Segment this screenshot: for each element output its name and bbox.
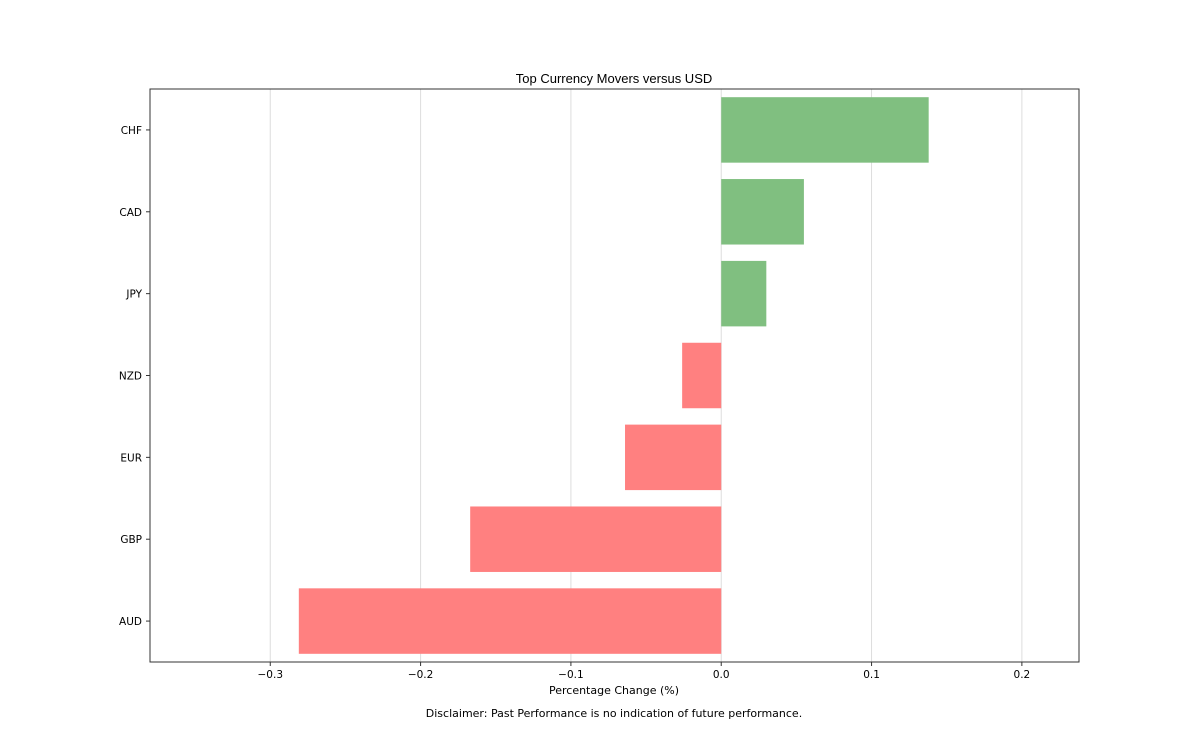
x-tick-label: −0.1	[558, 669, 584, 681]
bars	[298, 97, 929, 654]
x-tick-label: −0.3	[258, 669, 284, 681]
y-tick-label: CHF	[121, 125, 142, 137]
bar-chf	[721, 97, 929, 163]
chart-title: Top Currency Movers versus USD	[516, 71, 713, 86]
bar-nzd	[682, 342, 722, 409]
y-tick-label: CAD	[119, 207, 142, 219]
y-tick-label: NZD	[119, 371, 142, 383]
disclaimer-text: Disclaimer: Past Performance is no indic…	[426, 707, 802, 720]
plot-frame	[149, 88, 1080, 663]
y-tick-label: GBP	[120, 534, 142, 546]
bar-cad	[721, 179, 804, 245]
bar-eur	[625, 424, 722, 491]
y-tick-label: JPY	[125, 289, 142, 301]
grid-lines	[269, 89, 1023, 662]
x-tick-label: 0.2	[1014, 669, 1031, 681]
bar-gbp	[470, 506, 722, 572]
y-tick-label: AUD	[119, 616, 142, 628]
bar-aud	[298, 588, 722, 654]
y-axis-ticks: CHF CAD JPY NZD EUR GBP AUD	[119, 125, 150, 628]
x-axis-label: Percentage Change (%)	[549, 684, 679, 697]
x-axis-ticks: −0.3 −0.2 −0.1 0.0 0.1 0.2	[258, 662, 1031, 681]
x-tick-label: −0.2	[408, 669, 434, 681]
y-tick-label: EUR	[120, 452, 142, 464]
bar-jpy	[721, 260, 767, 327]
x-tick-label: 0.0	[713, 669, 730, 681]
x-tick-label: 0.1	[863, 669, 880, 681]
